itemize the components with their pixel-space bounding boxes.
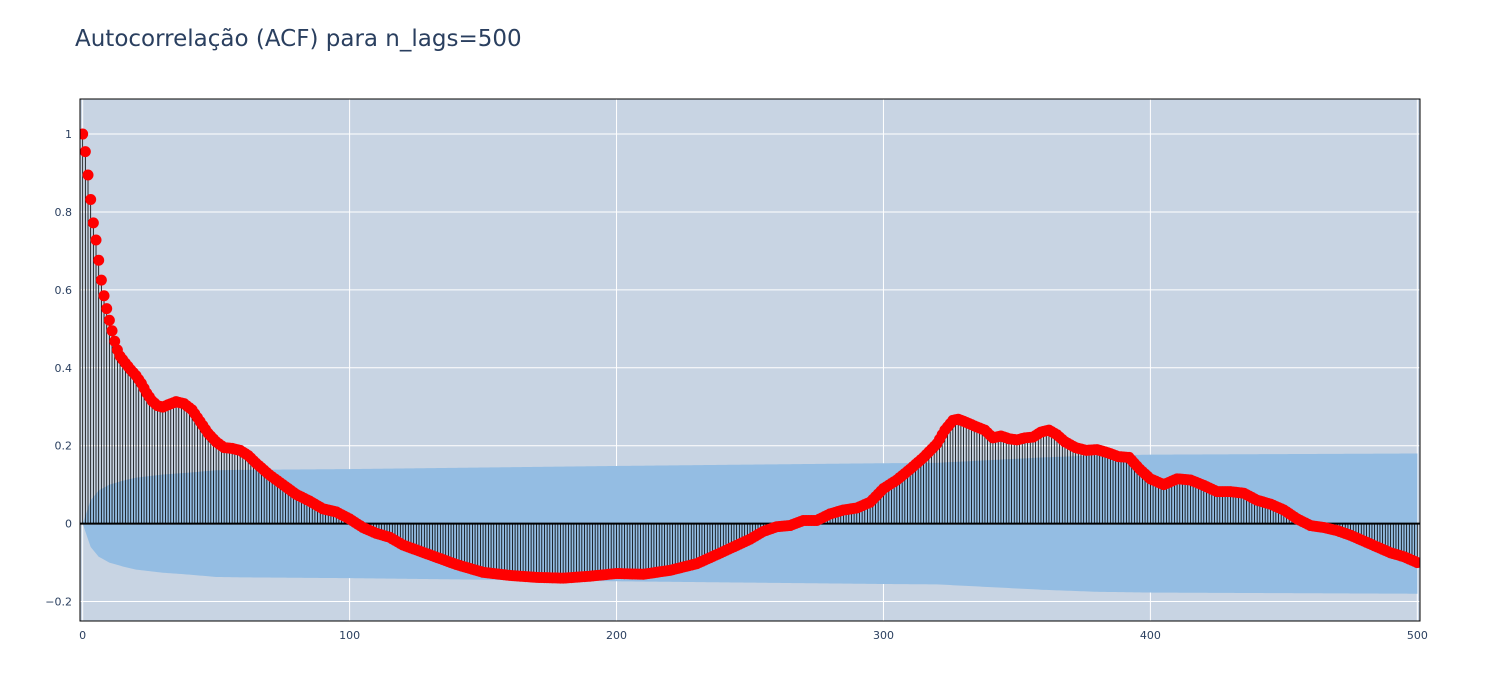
y-tick-label: 0.4 [55, 362, 73, 375]
acf-marker [103, 314, 115, 326]
acf-marker [90, 234, 102, 246]
acf-marker [106, 325, 118, 337]
acf-marker [82, 169, 94, 181]
x-tick-label: 100 [339, 629, 360, 642]
chart-title: Autocorrelação (ACF) para n_lags=500 [75, 26, 522, 52]
acf-marker [98, 290, 110, 302]
acf-marker [80, 128, 89, 140]
x-tick-label: 200 [606, 629, 627, 642]
acf-marker [80, 146, 91, 158]
acf-marker [93, 254, 105, 266]
x-tick-label: 400 [1140, 629, 1161, 642]
data-layer [80, 128, 1420, 584]
y-tick-label: 0.6 [55, 284, 73, 297]
y-tick-label: 0 [65, 518, 72, 531]
y-tick-label: 0.8 [55, 206, 73, 219]
acf-marker [109, 335, 121, 347]
y-tick-label: 1 [65, 128, 72, 141]
y-tick-label: −0.2 [45, 596, 72, 609]
y-tick-label: 0.2 [55, 440, 73, 453]
acf-marker [87, 217, 99, 229]
plot-frame [79, 98, 1421, 622]
x-tick-label: 500 [1407, 629, 1428, 642]
acf-marker [101, 303, 113, 315]
acf-marker [95, 274, 107, 286]
x-tick-label: 300 [873, 629, 894, 642]
x-tick-label: 0 [79, 629, 86, 642]
acf-marker [1411, 557, 1420, 569]
acf-marker [85, 194, 97, 206]
